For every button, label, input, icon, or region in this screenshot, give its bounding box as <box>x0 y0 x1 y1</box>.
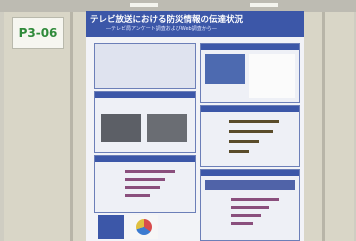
poster-title: テレビ放送における防災情報の伝達状況 <box>90 13 302 25</box>
poster-number: P3-06 <box>19 26 58 40</box>
label-card: P3-06 <box>12 17 64 49</box>
image <box>101 114 141 142</box>
panel <box>94 155 196 213</box>
pie-panel <box>130 215 158 239</box>
pie-graphic <box>136 219 152 235</box>
note-box <box>205 180 295 190</box>
bar-graphic <box>229 150 249 153</box>
bar-graphic <box>125 186 160 189</box>
bar-graphic <box>125 170 175 173</box>
image <box>147 114 187 142</box>
board-seam <box>70 12 73 241</box>
bar-graphic <box>231 222 253 225</box>
poster-subtitle: ―テレビ局アンケート調査およびWeb調査から― <box>106 25 302 32</box>
photo-scene: P3-06 テレビ放送における防災情報の伝達状況 ―テレビ局アンケート調査および… <box>0 0 356 241</box>
bar-graphic <box>231 198 279 201</box>
map-panel <box>200 43 300 103</box>
note-box <box>205 54 245 84</box>
board-seam <box>322 12 325 241</box>
light <box>250 3 278 7</box>
panel-header <box>95 92 195 98</box>
poster: テレビ放送における防災情報の伝達状況 ―テレビ局アンケート調査およびWeb調査か… <box>86 11 304 241</box>
panel <box>98 215 124 239</box>
bar-graphic <box>229 140 259 143</box>
panel <box>94 91 196 153</box>
intro-panel <box>94 43 196 89</box>
panel <box>200 105 300 167</box>
panel-header <box>201 44 299 50</box>
panel-header <box>201 170 299 176</box>
panel-header <box>201 106 299 112</box>
panel-header <box>95 156 195 162</box>
bar-graphic <box>125 178 165 181</box>
map <box>249 54 295 98</box>
bar-graphic <box>231 214 261 217</box>
panel <box>200 169 300 241</box>
title-banner: テレビ放送における防災情報の伝達状況 ―テレビ局アンケート調査およびWeb調査か… <box>86 11 304 37</box>
bar-graphic <box>229 120 279 123</box>
bar-graphic <box>231 206 269 209</box>
light <box>130 3 158 7</box>
bar-graphic <box>229 130 273 133</box>
bar-graphic <box>125 194 150 197</box>
